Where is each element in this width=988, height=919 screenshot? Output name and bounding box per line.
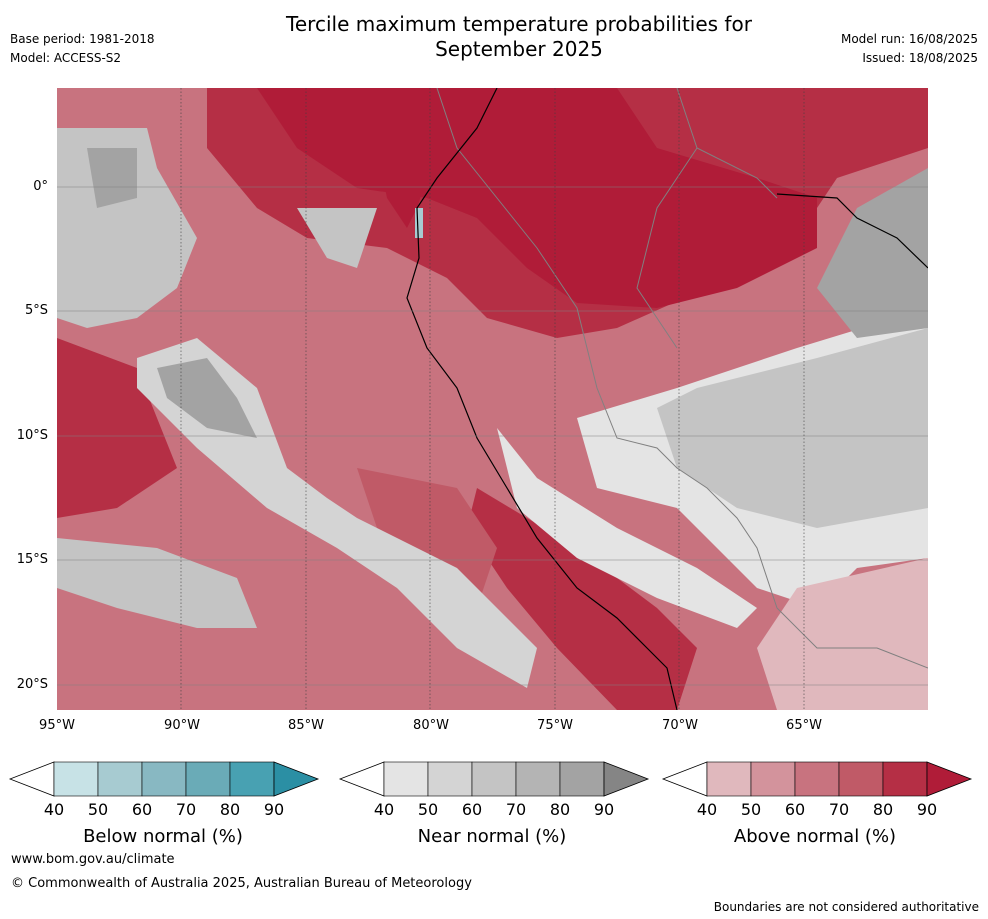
model-name: Model: ACCESS-S2 xyxy=(10,51,122,65)
lat-label-15s: 15°S xyxy=(16,552,48,567)
colorbar-near-segment xyxy=(559,761,605,797)
colorbar-title-below: Below normal (%) xyxy=(83,826,243,847)
lon-label-65w: 65°W xyxy=(786,718,822,733)
title-line-2: September 2025 xyxy=(435,37,603,61)
colorbar-above-segment xyxy=(706,761,752,797)
colorbar-near-segment xyxy=(515,761,561,797)
lon-label-90w: 90°W xyxy=(164,718,200,733)
colorbar-near-tick: 40 xyxy=(373,800,395,819)
lon-label-80w: 80°W xyxy=(413,718,449,733)
region-near-40-coastal xyxy=(497,428,757,628)
colorbar-near-tick: 80 xyxy=(549,800,571,819)
title-line-1: Tercile maximum temperature probabilitie… xyxy=(286,12,752,36)
lat-label-5s: 5°S xyxy=(24,303,48,318)
issued-date: Issued: 18/08/2025 xyxy=(862,51,978,65)
colorbar-below-tick: 50 xyxy=(87,800,109,819)
lon-label-95w: 95°W xyxy=(39,718,75,733)
region-near-40-north-island xyxy=(297,208,377,268)
colorbars xyxy=(8,761,973,797)
colorbar-above-upper-arrow xyxy=(926,761,973,797)
coastline xyxy=(406,88,928,710)
footer-url: www.bom.gov.au/climate xyxy=(11,852,175,867)
colorbar-above-tick: 90 xyxy=(916,800,938,819)
colorbar-below-segment xyxy=(141,761,187,797)
colorbar-below-tick: 40 xyxy=(43,800,65,819)
model-run: Model run: 16/08/2025 xyxy=(840,32,978,46)
colorbar-below-upper-arrow xyxy=(273,761,320,797)
colorbar-above-segment xyxy=(838,761,884,797)
colorbar-near-tick: 50 xyxy=(417,800,439,819)
map-title: Tercile maximum temperature probabilitie… xyxy=(244,12,794,62)
lon-gridlines xyxy=(180,88,805,710)
colorbar-near-lower-arrow xyxy=(338,761,385,797)
colorbar-title-above: Above normal (%) xyxy=(733,826,897,847)
region-below-50-coast xyxy=(415,208,423,238)
colorbar-above-segment xyxy=(882,761,928,797)
colorbar-above-tick: 40 xyxy=(696,800,718,819)
colorbar-near-segment xyxy=(383,761,429,797)
region-above-90-coast xyxy=(377,88,457,228)
colorbar-near-tick: 70 xyxy=(505,800,527,819)
colorbar-below-tick: 90 xyxy=(263,800,285,819)
region-near-70-westcentral xyxy=(157,358,257,438)
region-above-40-southeast xyxy=(757,558,928,710)
colorbar-above-tick: 60 xyxy=(784,800,806,819)
colorbar-near-segment xyxy=(471,761,517,797)
lat-label-0: 0° xyxy=(33,179,48,194)
lat-label-20s: 20°S xyxy=(16,677,48,692)
colorbar-above-tick: 70 xyxy=(828,800,850,819)
colorbar-above-segment xyxy=(794,761,840,797)
lon-label-70w: 70°W xyxy=(662,718,698,733)
footer-copyright: © Commonwealth of Australia 2025, Austra… xyxy=(11,876,472,891)
colorbar-above-tick: 80 xyxy=(872,800,894,819)
footer-note: Boundaries are not considered authoritat… xyxy=(713,900,979,914)
colorbar-below-tick: 70 xyxy=(175,800,197,819)
lat-gridlines xyxy=(57,186,928,686)
colorbar-above-lower-arrow xyxy=(661,761,708,797)
region-above-80-coastal-south xyxy=(467,488,697,710)
country-borders xyxy=(436,88,928,669)
colorbar-below-lower-arrow xyxy=(8,761,55,797)
region-near-70-northeast xyxy=(817,168,928,338)
colorbar-near-tick: 60 xyxy=(461,800,483,819)
probability-map xyxy=(57,88,928,710)
lat-label-10s: 10°S xyxy=(16,428,48,443)
colorbar-below-segment xyxy=(229,761,275,797)
colorbar-near-segment xyxy=(427,761,473,797)
lon-label-85w: 85°W xyxy=(288,718,324,733)
base-period: Base period: 1981-2018 xyxy=(10,32,155,46)
colorbar-below-segment xyxy=(53,761,99,797)
region-above-80-southwest xyxy=(57,338,177,518)
colorbar-near-tick: 90 xyxy=(593,800,615,819)
region-near-60-east xyxy=(657,328,928,528)
colorbar-title-near: Near normal (%) xyxy=(417,826,567,847)
colorbar-below-segment xyxy=(97,761,143,797)
colorbar-above-tick: 50 xyxy=(740,800,762,819)
colorbar-below-tick: 80 xyxy=(219,800,241,819)
colorbar-above-segment xyxy=(750,761,796,797)
region-near-70-northwest-core xyxy=(87,148,137,208)
colorbar-below-segment xyxy=(185,761,231,797)
lon-label-75w: 75°W xyxy=(537,718,573,733)
colorbar-below-tick: 60 xyxy=(131,800,153,819)
colorbar-near-upper-arrow xyxy=(603,761,650,797)
region-near-60-southwest xyxy=(57,538,257,628)
